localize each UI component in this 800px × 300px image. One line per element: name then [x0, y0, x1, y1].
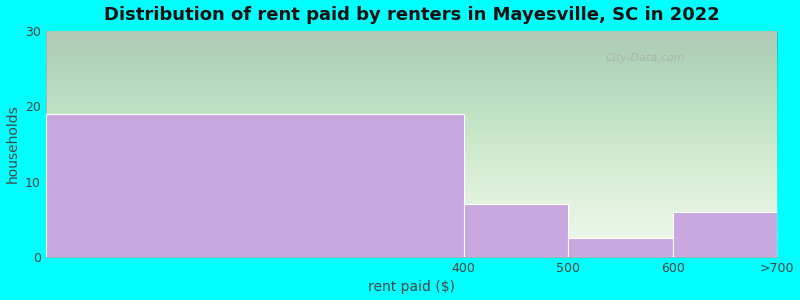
Title: Distribution of rent paid by renters in Mayesville, SC in 2022: Distribution of rent paid by renters in …	[104, 6, 719, 24]
Bar	[673, 212, 777, 257]
X-axis label: rent paid ($): rent paid ($)	[368, 280, 455, 294]
Bar	[568, 238, 673, 257]
Text: City-Data.com: City-Data.com	[606, 53, 686, 63]
Bar	[46, 114, 464, 257]
Y-axis label: households: households	[6, 104, 19, 183]
Bar	[464, 204, 568, 257]
